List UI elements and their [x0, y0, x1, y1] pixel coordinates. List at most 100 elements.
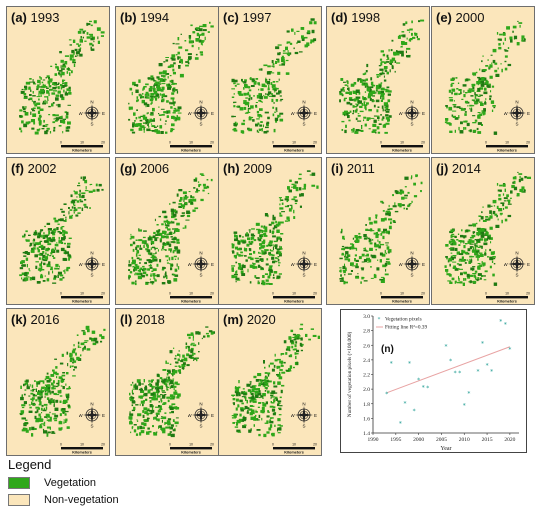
- compass-s: S: [302, 424, 305, 429]
- scale-tick-label: 0: [272, 292, 274, 296]
- map-panel-1998: (d) 1998 N S W E 0 10 20 Kilometers: [326, 6, 430, 154]
- data-point: *: [504, 322, 507, 329]
- panel-letter: (j): [436, 161, 449, 176]
- legend-label-vegetation: Vegetation: [44, 477, 96, 489]
- panel-label: (b) 1994: [120, 10, 169, 25]
- panel-label: (e) 2000: [436, 10, 484, 25]
- x-tick-label: 1995: [390, 437, 401, 443]
- north-arrow-icon: N S W E: [399, 251, 425, 277]
- legend-item-non-vegetation: Non-vegetation: [8, 493, 119, 507]
- compass-w: W: [504, 262, 508, 267]
- scale-bar: 0 10 20 Kilometers: [272, 443, 317, 455]
- scale-unit: Kilometers: [392, 149, 412, 153]
- scale-tick-label: 10: [80, 141, 84, 145]
- scale-tick-label: 20: [313, 443, 317, 447]
- compass-w: W: [188, 262, 192, 267]
- scale-bar: 0 10 20 Kilometers: [169, 141, 214, 153]
- compass-n: N: [90, 402, 93, 407]
- map-panel-1997: (c) 1997 N S W E 0 10 20 Kilometers: [218, 6, 322, 154]
- scale-tick-label: 0: [60, 443, 62, 447]
- panel-year: 1997: [238, 10, 272, 25]
- legend-title: Legend: [8, 457, 52, 472]
- panel-letter: (f): [11, 161, 24, 176]
- scale-tick-label: 0: [169, 141, 171, 145]
- scale-tick-label: 0: [380, 292, 382, 296]
- scale-tick-label: 20: [210, 292, 214, 296]
- data-point: *: [499, 319, 502, 326]
- compass-n: N: [199, 100, 202, 105]
- compass-s: S: [410, 122, 413, 127]
- north-arrow-icon: N S W E: [504, 100, 530, 126]
- scale-tick-label: 0: [485, 292, 487, 296]
- data-point: *: [422, 384, 425, 391]
- compass-w: W: [504, 111, 508, 116]
- scatter-chart: 1.4 1.6 1.8 2.0 2.2 2.4 2.6 2.8 3.0 1990 1995 2000 2…: [346, 314, 519, 452]
- y-tick-label: 2.6: [363, 343, 370, 349]
- y-tick-label: 1.6: [363, 416, 370, 422]
- scale-bar: 0 10 20 Kilometers: [272, 292, 317, 304]
- data-point: *: [508, 346, 511, 353]
- panel-year: 2020: [243, 312, 276, 327]
- compass-s: S: [515, 122, 518, 127]
- panel-year: 2000: [451, 10, 485, 25]
- panel-label: (f) 2002: [11, 161, 57, 176]
- panel-year: 2009: [239, 161, 273, 176]
- compass-e: E: [211, 262, 214, 267]
- data-point: *: [399, 420, 402, 427]
- scale-tick-label: 0: [169, 292, 171, 296]
- scale-tick-label: 20: [313, 141, 317, 145]
- compass-w: W: [291, 413, 295, 418]
- north-arrow-icon: N S W E: [188, 251, 214, 277]
- panel-label: (k) 2016: [11, 312, 59, 327]
- scale-unit: Kilometers: [181, 300, 201, 304]
- panel-letter: (a): [11, 10, 27, 25]
- scale-tick-label: 10: [292, 292, 296, 296]
- scale-tick-label: 10: [80, 292, 84, 296]
- data-point: *: [449, 358, 452, 365]
- data-point: *: [408, 360, 411, 367]
- compass-w: W: [399, 111, 403, 116]
- vegetation-map: [231, 170, 319, 286]
- compass-w: W: [188, 111, 192, 116]
- panel-label: (a) 1993: [11, 10, 59, 25]
- x-tick-label: 2020: [504, 437, 515, 443]
- compass-e: E: [422, 262, 425, 267]
- legend-point-icon: *: [378, 317, 381, 323]
- panel-letter: (h): [223, 161, 240, 176]
- compass-n: N: [302, 402, 305, 407]
- map-panel-2018: (l) 2018 N S W E 0 10 20 Kilometers: [115, 308, 219, 456]
- compass-w: W: [188, 413, 192, 418]
- data-point: *: [426, 385, 429, 392]
- scale-tick-label: 10: [189, 141, 193, 145]
- compass-s: S: [199, 424, 202, 429]
- y-tick-label: 2.4: [363, 358, 370, 364]
- vegetation-map: [444, 171, 531, 286]
- vegetation-map: [128, 21, 214, 134]
- compass-e: E: [422, 111, 425, 116]
- scale-bar: 0 10 20 Kilometers: [169, 292, 214, 304]
- scale-tick-label: 0: [272, 141, 274, 145]
- north-arrow-icon: N S W E: [291, 100, 317, 126]
- vegetation-map: [19, 325, 106, 437]
- vegetation-map: [19, 176, 104, 284]
- map-panel-2002: (f) 2002 N S W E 0 10 20 Kilometers: [6, 157, 110, 305]
- panel-label: (g) 2006: [120, 161, 169, 176]
- vegetation-map: [231, 323, 320, 438]
- compass-w: W: [79, 111, 83, 116]
- compass-e: E: [314, 413, 317, 418]
- scale-bar: 0 10 20 Kilometers: [485, 292, 530, 304]
- y-tick-label: 2.8: [363, 329, 370, 335]
- compass-e: E: [527, 262, 530, 267]
- scale-unit: Kilometers: [497, 149, 517, 153]
- scale-tick-label: 0: [169, 443, 171, 447]
- scale-tick-label: 20: [101, 443, 105, 447]
- scale-tick-label: 10: [189, 443, 193, 447]
- panel-label: (i) 2011: [331, 161, 375, 176]
- scale-tick-label: 10: [505, 141, 509, 145]
- compass-w: W: [291, 111, 295, 116]
- map-panel-1993: (a) 1993 N S W E 0 10 20 Kilometers: [6, 6, 110, 154]
- north-arrow-icon: N S W E: [188, 100, 214, 126]
- data-point: *: [476, 368, 479, 375]
- north-arrow-icon: N S W E: [188, 402, 214, 428]
- data-point: *: [417, 377, 420, 384]
